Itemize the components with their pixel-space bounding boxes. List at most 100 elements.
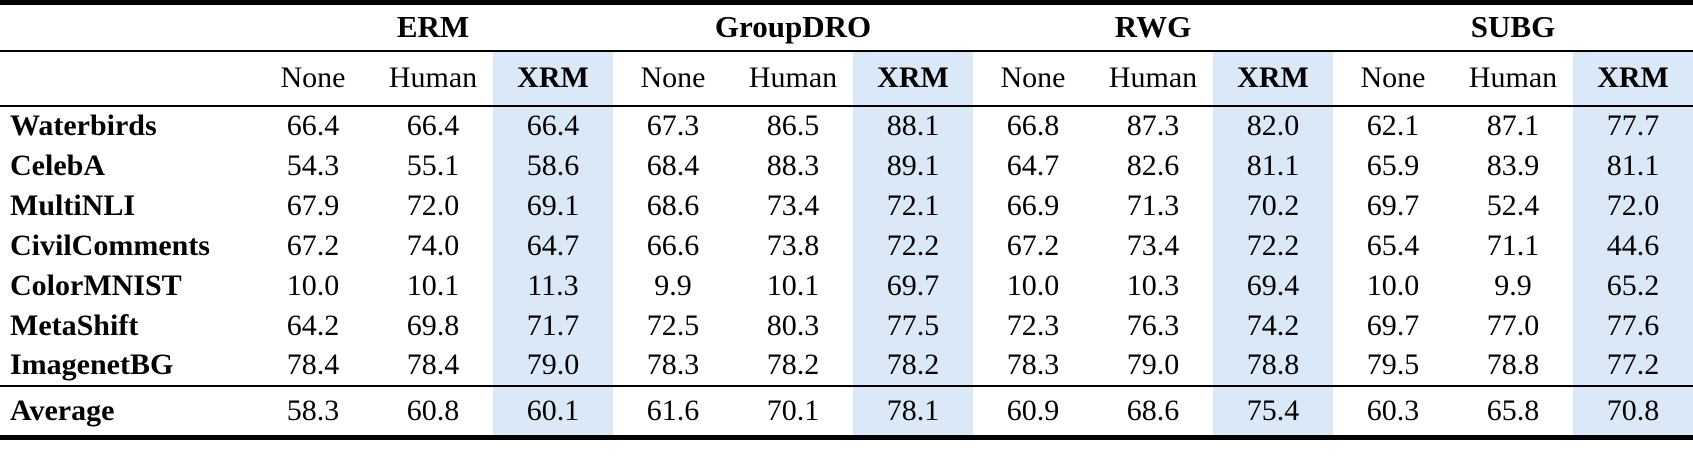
value-cell: 72.2 [853, 225, 973, 266]
value-cell: 82.0 [1213, 105, 1334, 146]
dataset-label: MetaShift [10, 308, 139, 342]
value-cell: 73.8 [766, 228, 820, 262]
value-cell: 77.7 [1573, 105, 1693, 146]
value-cell: 72.0 [406, 188, 460, 222]
sub-header-xrm: XRM [1573, 50, 1693, 107]
average-value-cell: 68.6 [1093, 385, 1213, 440]
value-cell: 69.7 [853, 265, 973, 306]
value-cell: 54.3 [286, 148, 340, 182]
value-cell: 10.3 [1126, 268, 1180, 302]
value-cell: 64.2 [286, 308, 340, 342]
dataset-rows: Waterbirds 66.4 66.4 66.4 67.3 86.5 88.1 66.8 87… [0, 105, 1693, 387]
dataset-label: Waterbirds [10, 109, 157, 142]
average-value-cell: 78.1 [853, 385, 973, 440]
value-cell: 77.0 [1486, 308, 1540, 342]
annotation-subheader-row: None Human XRM None Human XRM None Human XRM None… [0, 50, 1693, 107]
average-value-cell: 70.1 [733, 385, 853, 440]
average-row: Average 58.3 60.8 60.1 61.6 70.1 78.1 60.9 68.6 7… [0, 385, 1693, 440]
dataset-label: ColorMNIST [10, 268, 182, 302]
value-cell: 78.8 [1213, 345, 1334, 387]
value-cell: 71.1 [1486, 228, 1540, 262]
value-cell: 65.2 [1573, 265, 1693, 306]
average-value-cell: 70.8 [1573, 385, 1693, 440]
value-cell: 65.4 [1366, 228, 1420, 262]
value-cell: 87.1 [1486, 109, 1540, 142]
value-cell: 83.9 [1486, 148, 1540, 182]
sub-header-none: None [973, 50, 1093, 107]
table-row: ImagenetBG 78.4 78.4 79.0 78.3 78.2 78.2 78.3 79… [0, 345, 1693, 387]
value-cell: 74.0 [406, 228, 460, 262]
value-cell: 69.8 [406, 308, 460, 342]
value-cell: 55.1 [406, 148, 460, 182]
sub-header-xrm: XRM [853, 50, 973, 107]
average-label: Average [0, 385, 253, 440]
value-cell: 66.4 [493, 105, 613, 146]
table-row: CivilComments 67.2 74.0 64.7 66.6 73.8 72.2 67.… [0, 225, 1693, 266]
value-cell: 76.3 [1126, 308, 1180, 342]
corner-cell [0, 2, 253, 52]
value-cell: 65.9 [1366, 148, 1420, 182]
value-cell: 69.1 [493, 185, 613, 226]
value-cell: 67.3 [646, 109, 700, 142]
value-cell: 67.2 [286, 228, 340, 262]
value-cell: 88.1 [853, 105, 973, 146]
value-cell: 66.4 [286, 109, 340, 142]
value-cell: 68.6 [646, 188, 700, 222]
value-cell: 78.4 [373, 345, 493, 387]
table-row: MetaShift 64.2 69.8 71.7 72.5 80.3 77.5 72.3 76.… [0, 305, 1693, 346]
value-cell: 71.7 [493, 305, 613, 346]
sub-header-none: None [613, 50, 733, 107]
method-group-header-subg: SUBG [1333, 2, 1693, 52]
value-cell: 72.3 [1006, 308, 1060, 342]
value-cell: 10.0 [1006, 268, 1060, 302]
value-cell: 10.1 [766, 268, 820, 302]
dataset-label: CivilComments [10, 228, 210, 262]
method-group-header-rwg: RWG [973, 2, 1334, 52]
value-cell: 66.6 [646, 228, 700, 262]
method-group-header-erm: ERM [253, 2, 613, 52]
value-cell: 72.1 [853, 185, 973, 226]
value-cell: 69.4 [1213, 265, 1334, 306]
value-cell: 11.3 [493, 265, 613, 306]
value-cell: 64.7 [493, 225, 613, 266]
average-value-cell: 60.3 [1333, 385, 1454, 440]
method-group-header-row: ERM GroupDRO RWG SUBG [0, 2, 1693, 52]
average-value-cell: 60.8 [373, 385, 493, 440]
value-cell: 77.2 [1573, 345, 1693, 387]
average-row-section: Average 58.3 60.8 60.1 61.6 70.1 78.1 60.9 68.6 7… [0, 385, 1693, 440]
sub-header-human: Human [733, 50, 853, 107]
value-cell: 66.4 [406, 109, 460, 142]
table-row: ColorMNIST 10.0 10.1 11.3 9.9 10.1 69.7 10.0 10.… [0, 265, 1693, 306]
value-cell: 77.5 [853, 305, 973, 346]
method-group-header-groupdro: GroupDRO [613, 2, 973, 52]
table-row: CelebA 54.3 55.1 58.6 68.4 88.3 89.1 64.7 82.6 81… [0, 145, 1693, 186]
sub-header-human: Human [1453, 50, 1574, 107]
sub-header-none: None [1333, 50, 1454, 107]
value-cell: 80.3 [766, 308, 820, 342]
sub-header-human: Human [1093, 50, 1213, 107]
table-row: MultiNLI 67.9 72.0 69.1 68.6 73.4 72.1 66.9 71.3… [0, 185, 1693, 226]
value-cell: 79.0 [1093, 345, 1213, 387]
value-cell: 72.0 [1573, 185, 1693, 226]
value-cell: 67.2 [1006, 228, 1060, 262]
subheader-corner-cell [0, 50, 253, 107]
value-cell: 87.3 [1126, 109, 1180, 142]
value-cell: 88.3 [766, 148, 820, 182]
value-cell: 9.9 [654, 268, 692, 302]
value-cell: 10.1 [406, 268, 460, 302]
value-cell: 89.1 [853, 145, 973, 186]
average-value-cell: 75.4 [1213, 385, 1334, 440]
sub-header-none: None [253, 50, 373, 107]
table-row: Waterbirds 66.4 66.4 66.4 67.3 86.5 88.1 66.8 87… [0, 105, 1693, 146]
average-value-cell: 61.6 [613, 385, 733, 440]
value-cell: 73.4 [1126, 228, 1180, 262]
value-cell: 81.1 [1213, 145, 1334, 186]
average-value-cell: 60.9 [973, 385, 1093, 440]
value-cell: 79.5 [1333, 345, 1454, 387]
results-table: ERM GroupDRO RWG SUBG None Human XRM None Human… [0, 0, 1693, 440]
value-cell: 68.4 [646, 148, 700, 182]
value-cell: 67.9 [286, 188, 340, 222]
value-cell: 66.8 [1006, 109, 1060, 142]
value-cell: 78.3 [613, 345, 733, 387]
